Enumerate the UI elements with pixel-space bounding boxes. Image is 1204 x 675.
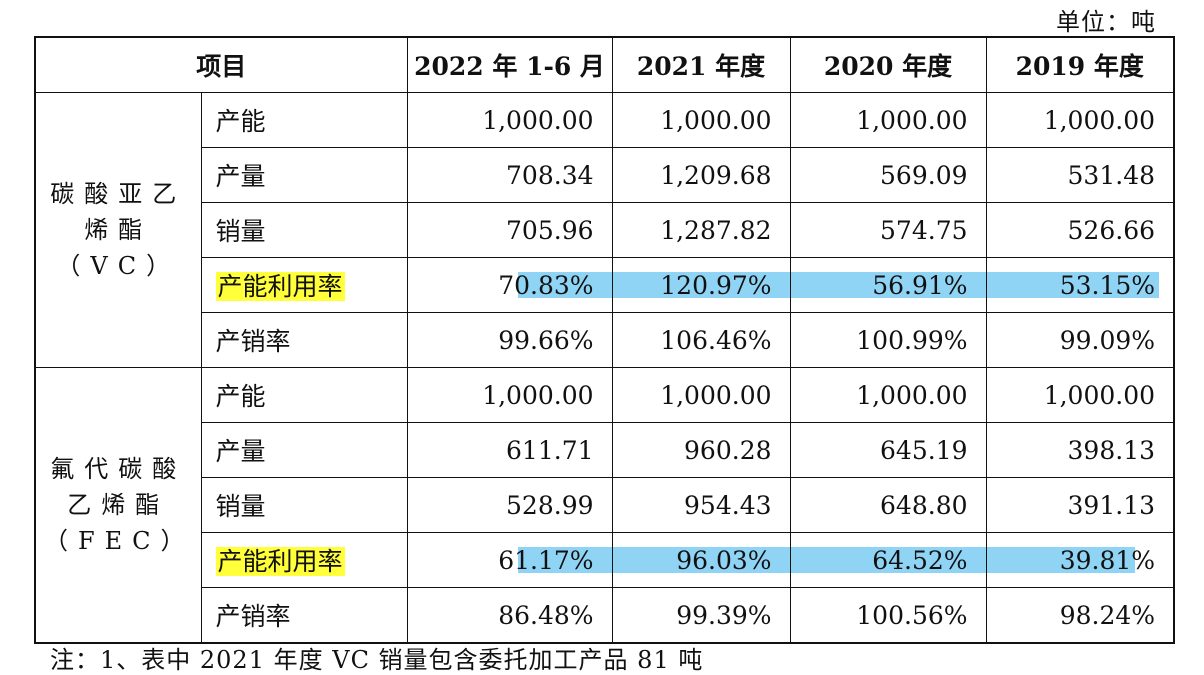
- highlight-bar: [986, 272, 1160, 298]
- header-period-2019: 2019 年度: [985, 36, 1175, 93]
- category-vc: 碳酸亚乙烯酯（VC）: [34, 92, 202, 368]
- row-label-highlighted: 产能利用率: [200, 257, 408, 313]
- cell-value: 64.52%: [789, 532, 987, 588]
- header-item: 项目: [34, 36, 408, 93]
- row-label: 产量: [200, 422, 408, 478]
- table-row: 产销率 86.48% 99.39% 100.56% 98.24%: [35, 587, 1175, 644]
- cell-value: 1,287.82: [611, 202, 791, 258]
- cell-value: 98.24%: [985, 587, 1175, 644]
- label-highlight: 产能利用率: [215, 547, 345, 576]
- table-row: 产量 611.71 960.28 645.19 398.13: [35, 422, 1175, 478]
- cell-value: 61.17%: [406, 532, 613, 588]
- table-row: 碳酸亚乙烯酯（VC） 产能 1,000.00 1,000.00 1,000.00…: [34, 92, 1175, 368]
- cell-value: 705.96: [406, 202, 613, 258]
- header-row: 项目 2022 年 1-6 月 2021 年度 2020 年度 2019 年度: [34, 36, 1175, 93]
- cell-text: 56.91%: [872, 270, 968, 300]
- cell-value: 106.46%: [611, 312, 791, 368]
- label-highlight: 产能利用率: [215, 272, 345, 301]
- header-period-2021: 2021 年度: [611, 36, 791, 93]
- cell-value: 1,000.00: [611, 367, 791, 423]
- table-row: 销量 705.96 1,287.82 574.75 526.66: [35, 202, 1175, 258]
- row-label: 产销率: [200, 312, 408, 368]
- highlight-bar: [517, 272, 612, 298]
- row-label: 产能: [200, 367, 408, 423]
- highlight-bar: [612, 272, 790, 298]
- cell-value: 1,000.00: [406, 92, 613, 148]
- table-row-highlighted: 产能利用率 70.83% 120.97% 56.91% 53.15%: [35, 257, 1175, 313]
- highlight-bar: [790, 547, 986, 573]
- cell-value: 391.13: [985, 477, 1175, 533]
- cell-value: 1,000.00: [789, 367, 987, 423]
- cell-value: 1,000.00: [611, 92, 791, 148]
- cell-value: 528.99: [406, 477, 613, 533]
- cell-value: 96.03%: [611, 532, 791, 588]
- cell-value: 53.15%: [985, 257, 1175, 313]
- table-row: 氟代碳酸乙烯酯（FEC） 产能 1,000.00 1,000.00 1,000.…: [34, 367, 1175, 644]
- header-period-2020: 2020 年度: [789, 36, 987, 93]
- capacity-table: 项目 2022 年 1-6 月 2021 年度 2020 年度 2019 年度 …: [34, 36, 1176, 644]
- header-period-2022h1: 2022 年 1-6 月: [406, 36, 613, 93]
- cell-value: 86.48%: [406, 587, 613, 644]
- cell-value: 611.71: [406, 422, 613, 478]
- unit-label: 单位：吨: [1056, 8, 1156, 36]
- cell-value: 526.66: [985, 202, 1175, 258]
- cell-text: 120.97%: [660, 270, 772, 300]
- cell-text: 64.52%: [872, 545, 968, 575]
- table-row: 销量 528.99 954.43 648.80 391.13: [35, 477, 1175, 533]
- cell-value: 645.19: [789, 422, 987, 478]
- highlight-bar: [790, 272, 986, 298]
- cell-value: 1,000.00: [985, 367, 1175, 423]
- highlight-bar: [612, 547, 790, 573]
- row-label: 产量: [200, 147, 408, 203]
- cell-value: 954.43: [611, 477, 791, 533]
- cell-value: 100.99%: [789, 312, 987, 368]
- highlight-bar: [517, 547, 612, 573]
- cell-value: 1,209.68: [611, 147, 791, 203]
- cell-value: 398.13: [985, 422, 1175, 478]
- cell-value: 120.97%: [611, 257, 791, 313]
- cell-value: 99.39%: [611, 587, 791, 644]
- table-row-highlighted: 产能利用率 61.17% 96.03% 64.52% 39.81%: [35, 532, 1175, 588]
- cell-value: 574.75: [789, 202, 987, 258]
- cell-value: 99.09%: [985, 312, 1175, 368]
- cell-text: 39.81%: [1059, 545, 1156, 575]
- cell-text: 53.15%: [1059, 270, 1156, 300]
- cell-value: 100.56%: [789, 587, 987, 644]
- row-label: 销量: [200, 202, 408, 258]
- row-label-highlighted: 产能利用率: [200, 532, 408, 588]
- cell-value: 648.80: [789, 477, 987, 533]
- highlight-bar: [986, 547, 1136, 573]
- row-label: 销量: [200, 477, 408, 533]
- cell-value: 70.83%: [406, 257, 613, 313]
- footnote: 注：1、表中 2021 年度 VC 销量包含委托加工产品 81 吨: [50, 646, 704, 674]
- cell-value: 960.28: [611, 422, 791, 478]
- cell-value: 1,000.00: [789, 92, 987, 148]
- row-label: 产能: [200, 92, 408, 148]
- cell-value: 99.66%: [406, 312, 613, 368]
- cell-value: 1,000.00: [985, 92, 1175, 148]
- cell-value: 1,000.00: [406, 367, 613, 423]
- table-row: 产量 708.34 1,209.68 569.09 531.48: [35, 147, 1175, 203]
- cell-value: 531.48: [985, 147, 1175, 203]
- cell-value: 708.34: [406, 147, 613, 203]
- cell-text: 70.83%: [498, 270, 594, 300]
- cell-text: 61.17%: [498, 545, 594, 575]
- cell-value: 56.91%: [789, 257, 987, 313]
- row-label: 产销率: [200, 587, 408, 644]
- cell-text: 96.03%: [676, 545, 772, 575]
- cell-value: 39.81%: [985, 532, 1175, 588]
- table-row: 产销率 99.66% 106.46% 100.99% 99.09%: [35, 312, 1175, 368]
- cell-value: 569.09: [789, 147, 987, 203]
- category-fec: 氟代碳酸乙烯酯（FEC）: [34, 367, 202, 644]
